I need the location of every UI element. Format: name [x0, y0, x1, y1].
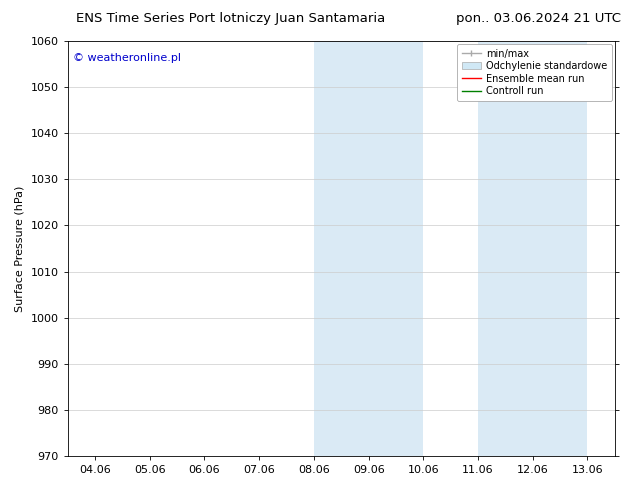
- Text: ENS Time Series Port lotniczy Juan Santamaria: ENS Time Series Port lotniczy Juan Santa…: [76, 12, 385, 25]
- Bar: [533, 41, 588, 456]
- Text: © weatheronline.pl: © weatheronline.pl: [73, 53, 181, 64]
- Bar: [478, 41, 533, 456]
- Legend: min/max, Odchylenie standardowe, Ensemble mean run, Controll run: min/max, Odchylenie standardowe, Ensembl…: [456, 44, 612, 101]
- Text: pon.. 03.06.2024 21 UTC: pon.. 03.06.2024 21 UTC: [456, 12, 621, 25]
- Bar: [314, 41, 424, 456]
- Y-axis label: Surface Pressure (hPa): Surface Pressure (hPa): [15, 185, 25, 312]
